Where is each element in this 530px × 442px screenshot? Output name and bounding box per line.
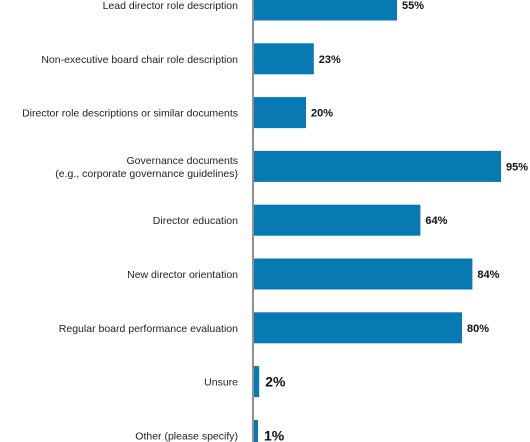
category-label: Non-executive board chair role descripti…	[41, 54, 238, 66]
category-label: New director orientation	[127, 269, 238, 281]
bar	[254, 97, 306, 129]
value-label: 1%	[264, 427, 285, 442]
value-label: 20%	[311, 108, 333, 120]
category-label: Regular board performance evaluation	[59, 323, 238, 335]
category-label: (e.g., corporate governance guidelines)	[55, 168, 238, 180]
value-label: 2%	[265, 374, 286, 390]
category-label: Other (please specify)	[135, 430, 238, 442]
value-label: 84%	[477, 269, 499, 281]
bar	[254, 419, 258, 442]
category-label: Governance documents	[127, 155, 238, 167]
bar	[254, 43, 314, 75]
bar	[254, 0, 397, 21]
bar	[254, 312, 462, 344]
category-label: Lead director role description	[103, 0, 239, 12]
value-labels-group: 55% 23% 20% 95% 64% 84% 80% 2% 1%	[264, 0, 528, 442]
bar	[254, 204, 421, 236]
category-label: Director role descriptions or similar do…	[22, 108, 238, 120]
category-label: Director education	[153, 215, 238, 227]
bars-group	[254, 0, 501, 442]
value-label: 23%	[319, 54, 341, 66]
category-label: Unsure	[204, 377, 238, 389]
bar	[254, 258, 473, 290]
value-label: 95%	[506, 161, 528, 173]
value-label: 55%	[402, 0, 424, 12]
value-label: 80%	[467, 323, 489, 335]
bar	[254, 150, 501, 182]
value-label: 64%	[425, 215, 447, 227]
bar	[254, 366, 260, 398]
category-labels-group: Lead director role description Non-execut…	[22, 0, 238, 442]
